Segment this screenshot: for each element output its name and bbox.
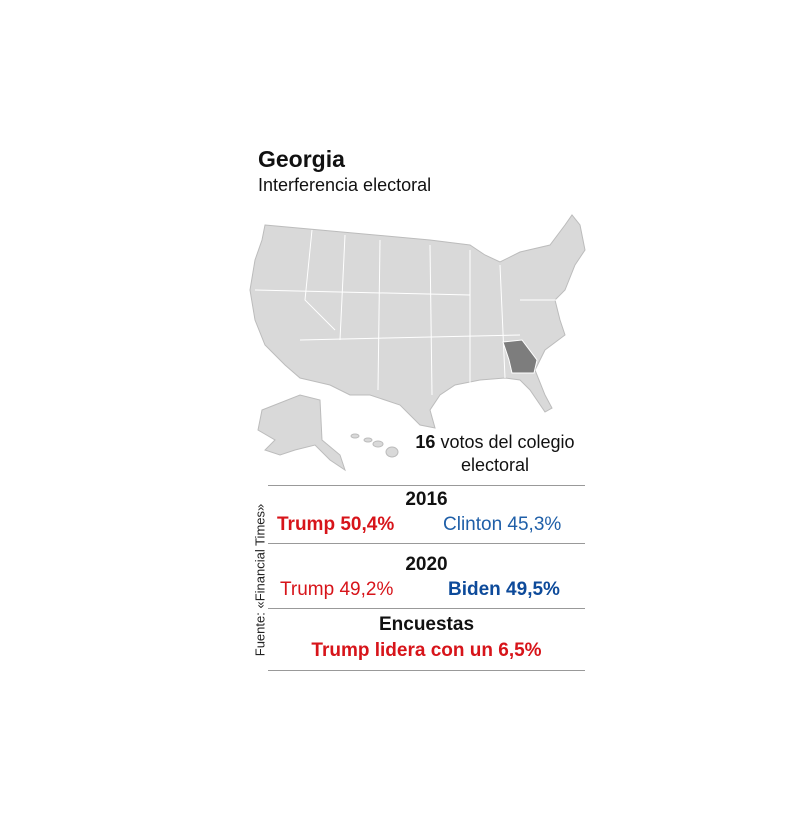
source: Fuente: «Financial Times» [252,503,268,657]
us-map [249,214,586,429]
result-right: Clinton 45,3% [443,514,562,535]
votes-number: 16 [415,432,436,452]
votes-label: votos del colegio electoral [440,432,575,475]
state-lines [254,229,560,396]
result-left: Trump 49,2% [280,579,394,600]
georgia [502,339,538,374]
year: 2020 [405,554,448,575]
subtitle: Interferencia electoral [258,175,432,195]
result-left: Trump 50,4% [277,514,395,535]
alaska [257,394,346,472]
rule [268,670,585,671]
hawaii [350,433,399,458]
rule [268,543,585,544]
rule [268,608,585,609]
poll-result: Trump lidera con un 6,5% [311,640,542,661]
result-right: Biden 49,5% [448,579,560,600]
title: Georgia [258,146,345,172]
heading: Encuestas [378,614,475,635]
electoral-votes: 16 votos del colegio electoral [410,431,580,477]
year: 2016 [405,489,448,510]
rule [268,485,585,486]
